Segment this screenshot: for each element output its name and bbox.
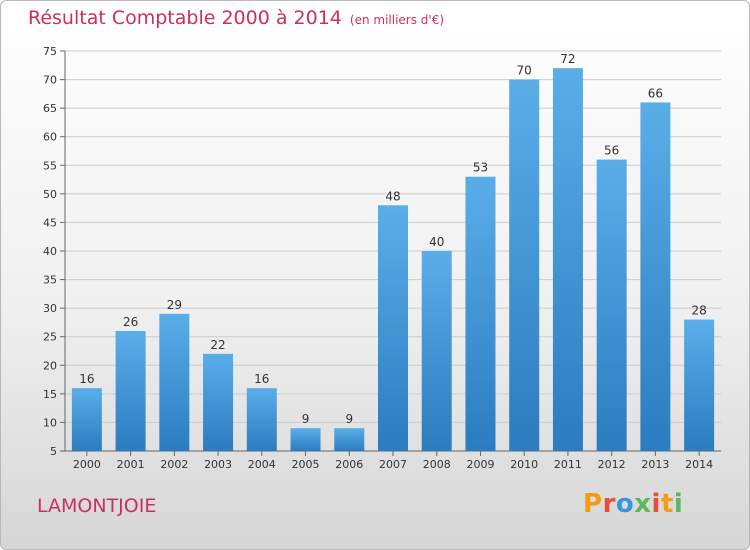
title-text: Résultat Comptable 2000 à 2014 — [28, 7, 342, 29]
logo-letter: t — [660, 489, 674, 519]
x-tick-label: 2014 — [685, 458, 713, 471]
bar — [465, 176, 496, 451]
bar — [115, 331, 146, 451]
data-labels: 16 26 29 22 16 9 9 48 40 53 70 72 56 66 28 — [79, 52, 707, 426]
logo-letter: i — [651, 489, 661, 519]
logo-letter: x — [634, 489, 652, 519]
x-tick-label: 2006 — [335, 458, 363, 471]
data-label: 29 — [167, 298, 182, 312]
x-tick-label: 2008 — [423, 458, 451, 471]
y-tick-label: 65 — [43, 102, 57, 115]
bar — [596, 159, 627, 452]
x-tick-label: 2010 — [510, 458, 538, 471]
y-tick-label: 25 — [43, 331, 57, 344]
y-tick-label: 20 — [43, 359, 57, 372]
x-tick-label: 2001 — [117, 458, 145, 471]
bar — [290, 428, 321, 451]
bar — [203, 353, 234, 451]
bar — [378, 205, 408, 451]
data-label: 9 — [302, 412, 310, 426]
x-tick-label: 2007 — [379, 458, 407, 471]
y-tick-label: 30 — [43, 302, 57, 315]
bar — [684, 319, 715, 451]
bar — [640, 102, 671, 451]
x-tick-label: 2009 — [466, 458, 494, 471]
x-tick-label: 2005 — [292, 458, 320, 471]
bar — [159, 313, 190, 451]
chart-title: Résultat Comptable 2000 à 2014 (en millie… — [28, 7, 444, 29]
logo-letter: o — [615, 489, 635, 519]
bar — [71, 388, 102, 451]
data-label: 22 — [210, 338, 225, 352]
commune-name: LAMONTJOIE — [37, 495, 157, 517]
bars — [71, 68, 715, 452]
bar — [509, 79, 540, 452]
y-tick-label: 15 — [43, 388, 57, 401]
logo-letter: r — [602, 489, 616, 519]
bar — [246, 388, 277, 451]
data-label: 16 — [254, 372, 269, 386]
y-tick-label: 50 — [43, 188, 57, 201]
x-tick-label: 2013 — [641, 458, 669, 471]
y-tick-label: 70 — [43, 74, 57, 87]
logo-letter: P — [583, 489, 603, 519]
y-tick-label: 60 — [43, 131, 57, 144]
data-label: 48 — [385, 189, 400, 203]
data-label: 28 — [691, 304, 706, 318]
y-tick-label: 10 — [43, 416, 57, 429]
logo-letter: i — [673, 489, 684, 519]
x-tick-label: 2000 — [73, 458, 101, 471]
proxiti-logo: Proxiti — [583, 489, 683, 519]
bar — [334, 428, 365, 451]
x-tick-label: 2012 — [598, 458, 626, 471]
y-tick-label: 35 — [43, 274, 57, 287]
axes: 5 10 15 20 25 30 35 40 45 50 55 60 65 70 75 2000 2001 200… — [43, 45, 721, 471]
x-tick-label: 2003 — [204, 458, 232, 471]
y-tick-label: 5 — [50, 445, 57, 458]
bar — [552, 68, 583, 452]
data-label: 40 — [429, 235, 444, 249]
x-tick-label: 2004 — [248, 458, 276, 471]
data-label: 56 — [604, 144, 619, 158]
y-tick-label: 40 — [43, 245, 57, 258]
data-label: 72 — [560, 52, 575, 66]
x-tick-label: 2011 — [554, 458, 582, 471]
data-label: 9 — [345, 412, 353, 426]
y-tick-label: 45 — [43, 216, 57, 229]
y-tick-label: 75 — [43, 45, 57, 58]
unit-note: (en milliers d'€) — [349, 13, 445, 27]
data-label: 66 — [648, 86, 663, 100]
bar — [421, 251, 452, 451]
x-tick-label: 2002 — [160, 458, 188, 471]
data-label: 53 — [473, 161, 488, 175]
y-tick-label: 55 — [43, 159, 57, 172]
data-label: 26 — [123, 315, 138, 329]
data-label: 70 — [517, 64, 532, 78]
data-label: 16 — [79, 372, 94, 386]
